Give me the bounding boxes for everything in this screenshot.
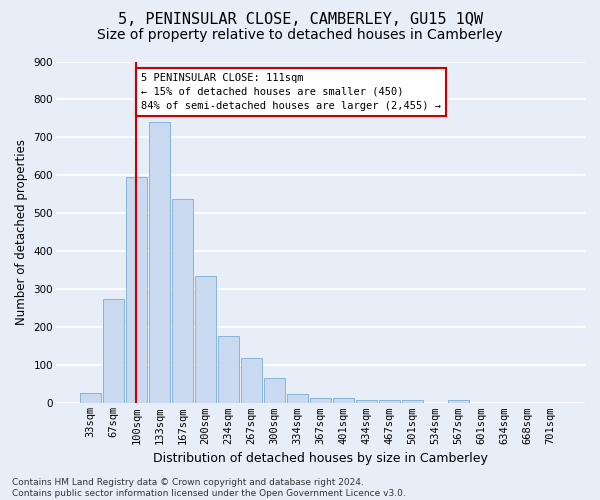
Bar: [126, 178, 147, 404]
Bar: [264, 378, 285, 404]
Bar: [149, 122, 170, 404]
Bar: [448, 400, 469, 404]
Bar: [356, 400, 377, 404]
Bar: [195, 276, 216, 404]
Bar: [310, 398, 331, 404]
Bar: [287, 394, 308, 404]
Y-axis label: Number of detached properties: Number of detached properties: [15, 140, 28, 326]
Bar: [103, 299, 124, 404]
Text: 5, PENINSULAR CLOSE, CAMBERLEY, GU15 1QW: 5, PENINSULAR CLOSE, CAMBERLEY, GU15 1QW: [118, 12, 482, 28]
Text: 5 PENINSULAR CLOSE: 111sqm
← 15% of detached houses are smaller (450)
84% of sem: 5 PENINSULAR CLOSE: 111sqm ← 15% of deta…: [141, 73, 441, 111]
Bar: [379, 400, 400, 404]
Bar: [333, 398, 354, 404]
Bar: [402, 400, 423, 404]
Bar: [241, 358, 262, 404]
Text: Size of property relative to detached houses in Camberley: Size of property relative to detached ho…: [97, 28, 503, 42]
Bar: [80, 393, 101, 404]
Bar: [218, 336, 239, 404]
Text: Contains HM Land Registry data © Crown copyright and database right 2024.
Contai: Contains HM Land Registry data © Crown c…: [12, 478, 406, 498]
Bar: [172, 199, 193, 404]
X-axis label: Distribution of detached houses by size in Camberley: Distribution of detached houses by size …: [153, 452, 488, 465]
